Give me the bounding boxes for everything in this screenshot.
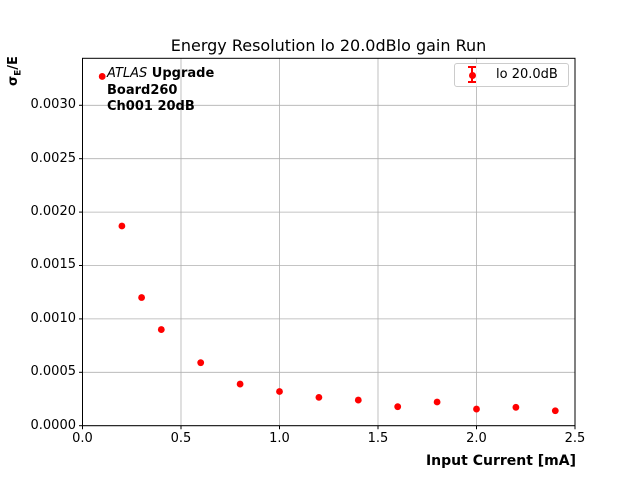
x-tick-label: 0.0 [72, 431, 93, 446]
data-point [315, 393, 323, 401]
errorbar-dot [468, 71, 476, 79]
data-point [551, 407, 559, 415]
legend: lo 20.0dB [454, 63, 569, 87]
y-axis-label-sub: E [13, 69, 24, 76]
data-point [394, 403, 402, 411]
annotation-block: ATLAS Upgrade Board260 Ch001 20dB [107, 66, 214, 116]
y-tick-label: 0.0000 [30, 417, 77, 433]
x-tick-label: 1.5 [367, 431, 389, 446]
y-tick-label: 0.0015 [30, 257, 77, 273]
data-point [276, 388, 283, 395]
axes-spines [82, 57, 576, 427]
x-tick-label: 0.5 [170, 431, 192, 446]
data-point [433, 398, 441, 406]
annotation-line-2: Board260 [107, 82, 178, 98]
errorbar-bottom-cap [468, 81, 476, 83]
y-axis-label-base: σ [6, 75, 21, 86]
x-tick-label: 2.5 [564, 431, 586, 446]
legend-entry-label: lo 20.0dB [496, 67, 558, 82]
y-tick-label: 0.0030 [30, 97, 77, 113]
annotation-line-3: Ch001 20dB [107, 99, 195, 114]
y-tick-label: 0.0020 [30, 204, 77, 220]
data-point [118, 222, 126, 230]
y-tick-label: 0.0010 [30, 310, 77, 326]
data-point [512, 403, 520, 411]
data-point [157, 326, 165, 333]
x-tick-label: 2.0 [466, 431, 487, 446]
data-point [98, 73, 106, 80]
data-point [473, 405, 480, 413]
y-tick-label: 0.0025 [30, 150, 77, 166]
data-point [236, 380, 244, 388]
annotation-line-1: ATLAS Upgrade [107, 66, 214, 83]
data-point [197, 359, 205, 367]
x-axis-label: Input Current [mA] [425, 453, 576, 469]
data-point [138, 294, 146, 301]
annotation-experiment: ATLAS [107, 66, 148, 81]
legend-errorbar-marker-icon [455, 64, 489, 86]
annotation-experiment-suffix: Upgrade [147, 66, 215, 81]
y-axis-label-rest: /E [6, 56, 21, 70]
y-tick-label: 0.0005 [30, 364, 77, 380]
chart-title: Energy Resolution lo 20.0dBlo gain Run [170, 36, 487, 55]
data-point [354, 396, 362, 404]
x-tick-label: 1.0 [269, 431, 290, 446]
y-axis-label: σE/E [6, 22, 24, 86]
